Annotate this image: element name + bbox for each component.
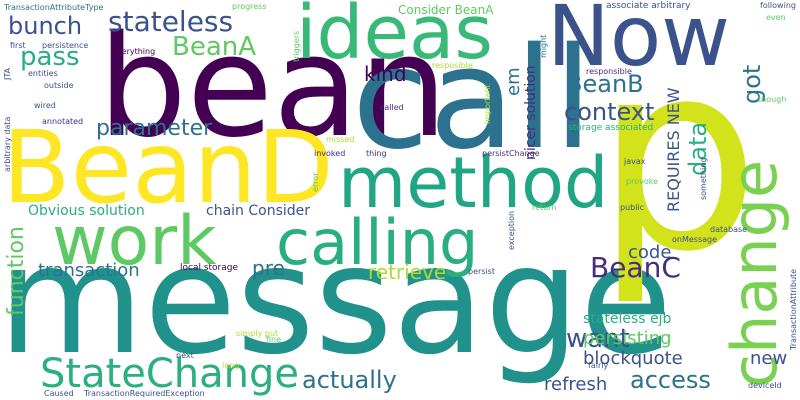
word-fairly: fairly xyxy=(588,361,609,370)
word-blockquote: blockquote xyxy=(583,348,683,369)
word-important: important xyxy=(483,84,492,124)
word-wired: wired xyxy=(34,101,56,110)
word-stateless: stateless xyxy=(108,5,234,38)
word-invoked: invoked xyxy=(314,149,346,158)
word-pass: pass xyxy=(20,42,80,72)
word-function: function xyxy=(4,226,29,316)
word-context: context xyxy=(564,98,655,126)
word-method: method xyxy=(338,142,609,224)
word-message: message xyxy=(0,214,673,388)
word-want: want xyxy=(566,324,630,354)
word-em: em xyxy=(503,67,524,96)
word-provoke: provoke xyxy=(626,177,658,186)
word-caused: Caused xyxy=(44,389,74,398)
word-following: following xyxy=(760,1,796,10)
word-simply-put: simply put xyxy=(236,329,279,338)
word-code: code xyxy=(628,242,672,263)
word-stateless-ejb: stateless ejb xyxy=(583,311,672,327)
word-database: database xyxy=(710,225,748,234)
word-responsible-small: resposible xyxy=(432,61,473,70)
word-javax: javax xyxy=(624,157,646,166)
word-transactionRequiredException: TransactionRequiredException xyxy=(84,389,205,398)
word-bunch: bunch xyxy=(8,12,83,40)
word-kind: kind xyxy=(364,62,407,86)
word-jta: JTA xyxy=(3,67,12,80)
word-fine: fine xyxy=(266,335,282,344)
word-chain-consider: chain Consider xyxy=(206,203,311,219)
word-call: call xyxy=(352,18,593,181)
word-calling: calling xyxy=(276,206,479,279)
word-first: first xyxy=(10,41,26,50)
word-persistChange: persistChange xyxy=(482,149,540,158)
word-transaction: transaction xyxy=(38,260,140,281)
word-something: something xyxy=(699,157,708,200)
word-entities: entities xyxy=(28,69,58,78)
word-obvious-solution: Obvious solution xyxy=(28,203,145,219)
word-beanA: BeanA xyxy=(172,32,257,62)
word-triggers: triggers xyxy=(292,30,301,62)
word-ideas: ideas xyxy=(296,0,493,76)
word-new: new xyxy=(750,348,788,369)
word-p: p xyxy=(595,7,761,309)
word-requires-new: REQUIRES NEW xyxy=(664,87,683,212)
word-now: Now xyxy=(547,0,730,85)
word-refresh: refresh xyxy=(544,374,608,395)
word-parameter: parameter xyxy=(96,116,213,141)
word-beanD: BeanD xyxy=(2,109,334,226)
word-persist: persist xyxy=(468,267,495,276)
word-beanB: BeanB xyxy=(566,70,644,98)
word-deviceId: deviceId xyxy=(748,381,782,390)
word-work: work xyxy=(52,202,217,281)
word-access: access xyxy=(630,366,711,394)
word-everything: everything xyxy=(112,47,156,56)
word-outside: outside xyxy=(44,81,74,90)
word-retrieve: retrieve xyxy=(368,260,447,284)
word-persisting: persisting xyxy=(583,328,672,349)
word-storage-associated: storage associated xyxy=(568,123,654,133)
word-exception: exception xyxy=(507,210,516,250)
word-return: return xyxy=(532,203,557,212)
word-transactionAttributeType: TransactionAttributeType xyxy=(4,3,104,12)
word-local-storage: local storage xyxy=(180,263,239,273)
word-transactionAttribute: TransactionAttribute xyxy=(789,268,798,350)
word-next: next xyxy=(176,351,194,360)
word-onMessage: onMessage xyxy=(672,235,718,244)
word-responsible: responsible xyxy=(586,67,632,76)
word-though: though xyxy=(758,95,787,104)
word-arbitrary-data: arbitrary data xyxy=(3,116,12,172)
word-beanC: BeanC xyxy=(590,251,681,284)
word-missed: missed xyxy=(326,135,355,144)
word-annotated: annotated xyxy=(42,117,84,126)
word-progress: progress xyxy=(232,2,267,11)
word-nicer-solution: nicer solution xyxy=(523,65,539,160)
word-called: called xyxy=(380,103,404,112)
word-persistence: persistence xyxy=(42,41,89,50)
word-consider-beanA: Consider BeanA xyxy=(398,3,494,17)
word-might: might xyxy=(539,34,548,58)
word-error: error xyxy=(311,172,320,192)
word-thing: thing xyxy=(366,149,387,158)
word-pre: pre xyxy=(252,256,285,280)
word-long: long xyxy=(222,361,240,370)
word-even: even xyxy=(766,13,786,22)
word-actually: actually xyxy=(302,366,397,394)
word-bean: bean xyxy=(98,6,448,169)
word-public: public xyxy=(620,203,645,212)
word-stateChange: StateChange xyxy=(40,351,300,397)
word-associate-arbitrary: associate arbitrary xyxy=(606,1,691,11)
